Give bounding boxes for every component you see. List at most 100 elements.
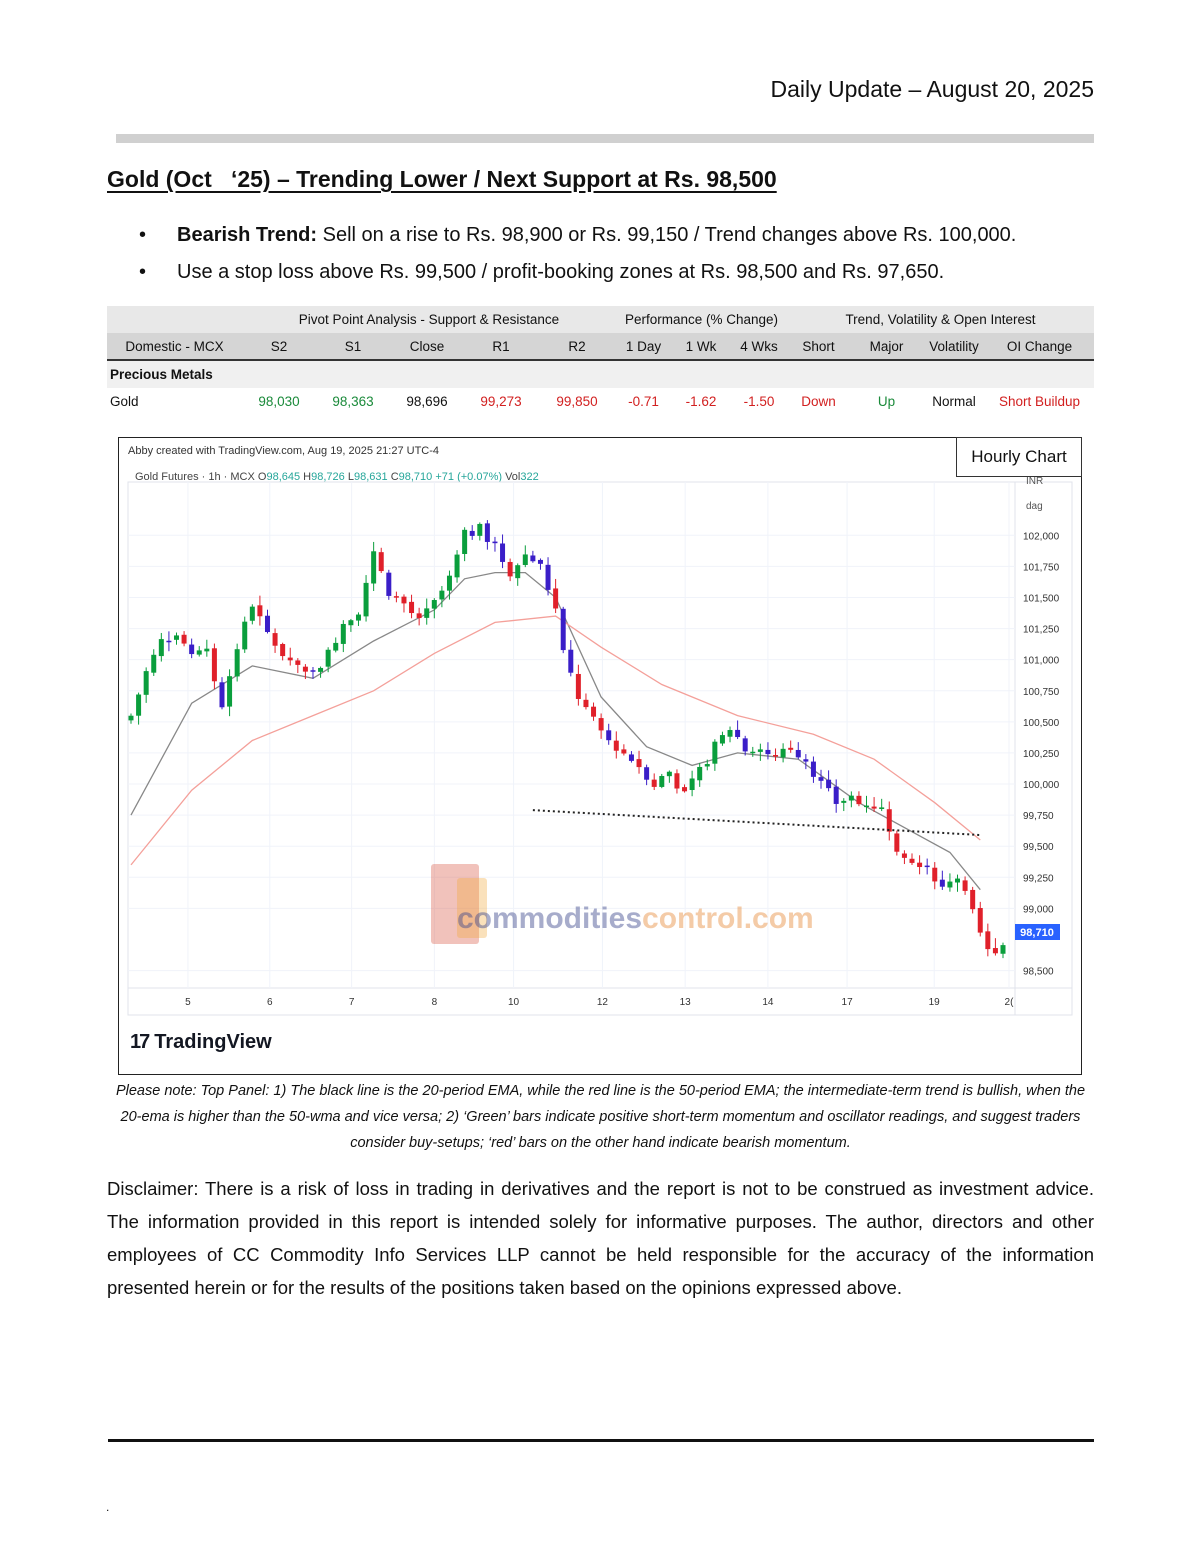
col-header: Close — [390, 333, 464, 361]
y-tick-label: 98,500 — [1023, 967, 1054, 978]
ema-line — [130, 571, 981, 891]
candle-body — [568, 649, 574, 673]
legend-volume: 322 — [520, 471, 539, 483]
candle-body — [264, 615, 270, 633]
candle-body — [530, 555, 536, 562]
candle-body — [189, 644, 195, 655]
legend-c-label: C — [390, 471, 399, 483]
plot-frame — [127, 481, 1073, 1016]
candle-body — [909, 858, 915, 863]
y-tick-label: 100,500 — [1023, 718, 1060, 729]
candle-body — [644, 767, 650, 780]
legend-change: +71 (+0.07%) — [435, 471, 503, 483]
candle-body — [901, 853, 907, 858]
currency-label: INR — [1026, 476, 1043, 487]
col-header: 1 Wk — [671, 333, 731, 361]
candle-body — [272, 633, 278, 646]
candle-body — [947, 881, 953, 888]
candle-body — [704, 764, 710, 767]
candle-body — [992, 948, 998, 954]
candle-body — [378, 552, 384, 572]
section-label: Precious Metals — [107, 360, 1094, 388]
candle-body — [871, 806, 877, 809]
candle-body — [773, 755, 779, 757]
candle-body — [325, 649, 331, 667]
candle-body — [818, 777, 824, 781]
candle-body — [166, 640, 172, 643]
legend-close: 98,710 — [398, 471, 433, 483]
watermark-part1: commodities — [457, 902, 643, 935]
candle-body — [977, 908, 983, 933]
price-chart: INR dag 102,000 101,750 101,500 101,250 101,… — [127, 476, 1073, 1016]
y-tick-label: 100,000 — [1023, 780, 1060, 791]
candle-body — [613, 740, 619, 751]
candle-body — [810, 761, 816, 777]
support-line — [532, 809, 981, 837]
candle-body — [985, 931, 991, 950]
legend-high: 98,726 — [311, 471, 345, 483]
candle-body — [955, 878, 961, 883]
chart-panel: Abby created with TradingView.com, Aug 1… — [118, 437, 1082, 1075]
trade-bullets: • Bearish Trend: Sell on a rise to Rs. 9… — [135, 220, 1016, 294]
candle-body — [355, 614, 361, 621]
candle-body — [287, 657, 293, 661]
candle-body — [742, 738, 748, 752]
candle-body — [484, 523, 490, 542]
candle-body — [477, 523, 483, 536]
bullet-bold: Bearish Trend: — [177, 224, 318, 246]
candle-body — [666, 771, 672, 777]
pivot-table: Pivot Point Analysis - Support & Resista… — [107, 306, 1094, 415]
candle-body — [401, 596, 407, 604]
chart-legend: Gold Futures · 1h · MCX O98,645 H98,726 … — [135, 471, 539, 483]
hourly-chart-badge: Hourly Chart — [956, 437, 1082, 477]
candle-body — [469, 530, 475, 536]
candle-body — [431, 600, 437, 609]
candle-body — [249, 606, 255, 621]
candle-body — [697, 766, 703, 781]
x-tick-label: 13 — [680, 997, 692, 1008]
candle-body — [227, 676, 233, 707]
y-tick-label: 101,500 — [1023, 593, 1060, 604]
tradingview-icon: 17 — [130, 1031, 150, 1053]
candle-body — [917, 862, 923, 868]
candle-body — [318, 667, 324, 672]
bullet-item: • Use a stop loss above Rs. 99,500 / pro… — [135, 257, 1016, 294]
candle-body — [659, 776, 665, 787]
candle-body — [348, 620, 354, 626]
candle-body — [409, 601, 415, 614]
unit-label: dag — [1026, 501, 1043, 512]
x-tick-label: 14 — [762, 997, 774, 1008]
cell-wk1: -1.62 — [685, 394, 717, 409]
legend-o-label: O — [257, 471, 267, 483]
candle-body — [295, 660, 301, 665]
candle-body — [712, 741, 718, 764]
x-tick-label: 10 — [508, 997, 520, 1008]
candle-body — [621, 749, 627, 754]
x-tick-label: 2( — [1005, 997, 1015, 1008]
candle-body — [211, 648, 217, 682]
disclaimer: Disclaimer: There is a risk of loss in t… — [107, 1178, 1094, 1298]
bullet-icon: • — [139, 261, 147, 283]
candle-body — [462, 529, 468, 554]
y-tick-label: 101,250 — [1023, 625, 1060, 636]
ema-line — [130, 615, 981, 866]
bullet-text: Use a stop loss above Rs. 99,500 / profi… — [177, 261, 945, 283]
candle-body — [765, 749, 771, 755]
candle-body — [128, 715, 134, 721]
group-performance: Performance (% Change) — [616, 306, 787, 333]
candle-body — [591, 706, 597, 717]
col-header: 4 Wks — [731, 333, 787, 361]
table-section-row: Precious Metals — [107, 360, 1094, 388]
chart-note: Please note: Top Panel: 1) The black lin… — [115, 1083, 1086, 1151]
candle-body — [864, 805, 870, 808]
y-tick-label: 99,750 — [1023, 811, 1054, 822]
y-tick-label: 99,250 — [1023, 873, 1054, 884]
candle-body — [682, 787, 688, 792]
cell-day1: -0.71 — [628, 394, 659, 409]
y-tick-label: 101,750 — [1023, 562, 1060, 573]
candle-body — [537, 559, 543, 564]
candle-body — [750, 751, 756, 754]
candle-body — [939, 879, 945, 887]
legend-vol-label: Vol — [505, 471, 521, 483]
candle-body — [371, 551, 377, 584]
